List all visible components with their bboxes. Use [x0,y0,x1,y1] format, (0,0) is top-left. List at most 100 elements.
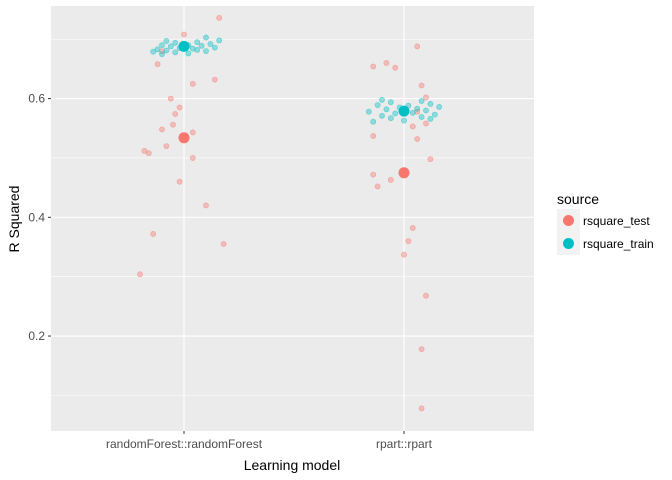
data-point-rsquare_test [370,63,377,70]
data-point-rsquare_train [150,48,157,55]
data-point-rsquare_test [203,202,209,209]
data-point-rsquare_test [414,136,421,142]
plot-panel [51,6,534,431]
data-point-rsquare_train [383,106,390,113]
mean-points [178,40,410,179]
data-point-rsquare_train [379,112,385,119]
data-point-rsquare_test [409,123,416,130]
legend-key-rsquare_test [563,215,574,226]
data-point-rsquare_train [163,38,170,44]
data-point-rsquare_test [176,104,183,111]
data-point-rsquare_train [431,111,438,118]
data-point-rsquare_train [216,37,223,44]
data-point-rsquare_train [387,99,394,106]
data-point-rsquare_test [154,61,161,68]
data-point-rsquare_test [392,64,399,71]
data-point-rsquare_test [401,251,407,258]
data-point-rsquare_test [418,346,425,352]
data-point-rsquare_train [159,51,165,57]
y-axis-title: R Squared [6,186,22,253]
data-point-rsquare_train [436,104,443,110]
data-point-rsquare_train [211,44,218,51]
data-point-rsquare_test [427,156,434,162]
data-point-rsquare_test [150,230,157,237]
data-point-rsquare_test [145,150,152,157]
data-point-rsquare_train [172,39,179,46]
data-point-rsquare_train [423,107,429,114]
data-point-rsquare_train [194,47,201,53]
data-point-rsquare_test [220,241,227,247]
data-point-rsquare_test [211,76,218,83]
data-point-rsquare_train [401,117,407,124]
data-point-rsquare_train [365,108,372,115]
x-axis: randomForest::randomForest rpart::rpart [106,431,433,451]
data-point-rsquare_test [137,271,143,278]
data-point-rsquare_train [167,43,174,50]
data-point-rsquare_train [159,42,165,49]
data-point-rsquare_test [418,405,425,412]
data-point-rsquare_test [189,155,196,161]
data-point-rsquare_train [203,48,209,54]
data-point-rsquare_train [418,98,425,104]
mean-point-rsquare_test [398,167,410,179]
data-points [137,14,443,412]
mean-point-rsquare_test [178,132,190,144]
data-point-rsquare_test [159,126,165,133]
y-tick-label: 0.2 [28,329,45,343]
data-point-rsquare_test [163,143,170,149]
data-point-rsquare_train [172,49,179,56]
mean-point-rsquare_train [398,105,410,117]
data-point-rsquare_test [405,238,412,244]
major-gridlines [51,6,534,431]
data-point-rsquare_train [379,96,385,103]
data-point-rsquare_test [141,147,148,154]
data-point-rsquare_train [370,118,377,125]
y-tick-label: 0.4 [28,210,45,224]
data-point-rsquare_train [374,102,381,108]
data-point-rsquare_test [414,108,421,115]
legend-key-rsquare_train [563,238,574,249]
data-point-rsquare_test [167,95,174,102]
data-point-rsquare_train [185,50,192,57]
mean-point-rsquare_train [178,40,190,52]
data-point-rsquare_train [207,41,214,47]
data-point-rsquare_train [189,45,196,52]
data-point-rsquare_test [418,82,425,89]
data-point-rsquare_test [170,121,176,128]
y-axis: 0.2 0.4 0.6 [28,92,51,343]
data-point-rsquare_test [370,171,377,178]
data-point-rsquare_test [216,14,223,21]
minor-gridlines [51,38,534,396]
data-point-rsquare_train [427,101,434,107]
data-point-rsquare_test [189,80,196,87]
legend-label-rsquare_train: rsquare_train [583,237,654,251]
data-point-rsquare_train [414,105,421,112]
x-tick-label: rpart::rpart [376,437,433,451]
data-point-rsquare_test [172,111,179,117]
data-point-rsquare_train [409,109,416,116]
data-point-rsquare_test [423,120,429,127]
data-point-rsquare_test [176,178,183,185]
data-point-rsquare_train [163,47,170,54]
data-point-rsquare_train [198,42,205,49]
data-point-rsquare_train [387,115,394,122]
y-tick-label: 0.6 [28,92,45,106]
data-point-rsquare_test [414,43,421,50]
x-tick-label: randomForest::randomForest [106,437,263,451]
data-point-rsquare_train [427,115,434,122]
data-point-rsquare_train [194,39,201,46]
data-point-rsquare_train [203,34,209,41]
data-point-rsquare_test [189,129,196,136]
data-point-rsquare_train [418,114,425,120]
data-point-rsquare_test [370,133,377,139]
data-point-rsquare_test [423,94,429,101]
data-point-rsquare_test [374,183,381,190]
data-point-rsquare_train [392,110,399,117]
data-point-rsquare_test [409,225,416,231]
legend-title: source [557,191,599,207]
data-point-rsquare_test [387,176,394,183]
legend: source rsquare_test rsquare_train [557,191,654,255]
data-point-rsquare_test [383,60,390,66]
data-point-rsquare_test [423,292,429,299]
